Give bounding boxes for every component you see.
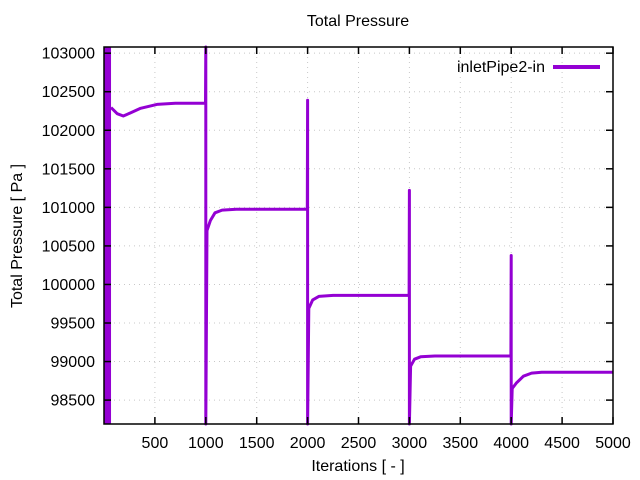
- y-tick-label: 99500: [51, 316, 96, 333]
- x-tick-label: 3000: [392, 435, 428, 452]
- x-tick-label: 4000: [493, 435, 529, 452]
- y-tick-label: 103000: [42, 46, 95, 63]
- y-tick-label: 102000: [42, 123, 95, 140]
- x-tick-label: 1500: [239, 435, 275, 452]
- series-transient-band: [104, 47, 112, 424]
- tick-labels: 500 1000 1500 2000 2500 3000 3500 4000 4500 5000 9…: [42, 46, 631, 452]
- y-tick-label: 101500: [42, 161, 95, 178]
- x-tick-label: 2000: [290, 435, 326, 452]
- y-tick-label: 99000: [51, 354, 96, 371]
- series-line: [109, 45, 613, 426]
- x-tick-label: 1000: [188, 435, 224, 452]
- y-tick-label: 100000: [42, 277, 95, 294]
- chart-title: Total Pressure: [307, 13, 409, 30]
- x-tick-label: 500: [142, 435, 169, 452]
- x-tick-label: 2500: [341, 435, 377, 452]
- y-tick-label: 98500: [51, 393, 96, 410]
- y-tick-label: 101000: [42, 200, 95, 217]
- x-tick-label: 5000: [595, 435, 631, 452]
- legend: inletPipe2-in: [457, 59, 600, 76]
- x-tick-label: 4500: [544, 435, 580, 452]
- y-axis-label: Total Pressure [ Pa ]: [9, 164, 26, 308]
- legend-label: inletPipe2-in: [457, 59, 545, 76]
- series-inletpipe2-in: [104, 45, 613, 426]
- x-tick-label: 3500: [443, 435, 479, 452]
- x-axis-label: Iterations [ - ]: [311, 458, 404, 475]
- plot-frame: [103, 46, 614, 425]
- y-tick-label: 102500: [42, 84, 95, 101]
- y-tick-label: 100500: [42, 238, 95, 255]
